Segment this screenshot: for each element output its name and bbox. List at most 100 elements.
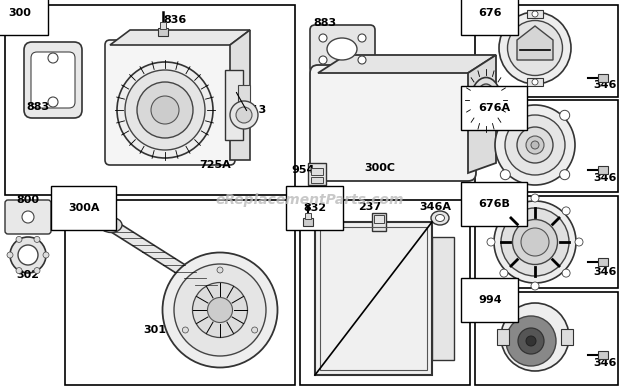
Circle shape: [252, 327, 258, 333]
Ellipse shape: [526, 336, 536, 346]
Circle shape: [560, 110, 570, 120]
Bar: [475, 196, 618, 288]
Ellipse shape: [505, 115, 565, 175]
Ellipse shape: [518, 328, 544, 354]
Circle shape: [18, 245, 38, 265]
Bar: [308, 163, 326, 185]
Circle shape: [7, 252, 13, 258]
Bar: [598, 74, 608, 82]
Text: 302: 302: [17, 270, 40, 280]
Ellipse shape: [208, 298, 232, 323]
Polygon shape: [100, 225, 217, 285]
Bar: [598, 258, 608, 266]
Ellipse shape: [531, 141, 539, 149]
Text: 725A: 725A: [199, 160, 231, 170]
Circle shape: [562, 207, 570, 215]
Polygon shape: [318, 55, 496, 73]
Polygon shape: [468, 55, 496, 173]
Bar: [527, 10, 543, 18]
Circle shape: [532, 79, 538, 85]
Circle shape: [500, 170, 510, 180]
Bar: [320, 227, 427, 370]
Bar: [225, 70, 243, 140]
Bar: [5, 5, 295, 195]
Ellipse shape: [471, 78, 501, 122]
Bar: [300, 200, 470, 385]
Polygon shape: [110, 30, 250, 45]
Circle shape: [34, 268, 40, 274]
Bar: [561, 329, 573, 345]
Text: 883: 883: [314, 18, 337, 28]
Bar: [475, 100, 618, 192]
Circle shape: [16, 268, 22, 274]
Ellipse shape: [501, 303, 569, 371]
Circle shape: [575, 238, 583, 246]
Text: 346: 346: [593, 173, 617, 183]
Bar: [372, 213, 386, 231]
Text: 346A: 346A: [419, 202, 451, 212]
Ellipse shape: [495, 105, 575, 185]
Text: 994: 994: [478, 295, 502, 305]
Text: eReplacementParts.com: eReplacementParts.com: [216, 193, 404, 207]
Circle shape: [521, 228, 549, 256]
Circle shape: [500, 207, 508, 215]
FancyBboxPatch shape: [105, 40, 235, 165]
Text: 346: 346: [593, 80, 617, 90]
Circle shape: [531, 282, 539, 290]
Bar: [158, 28, 168, 36]
Circle shape: [151, 96, 179, 124]
Circle shape: [319, 34, 327, 42]
Circle shape: [500, 269, 508, 277]
Text: 836: 836: [164, 15, 187, 25]
Text: 836A: 836A: [299, 200, 331, 210]
Circle shape: [22, 211, 34, 223]
Circle shape: [43, 252, 49, 258]
Circle shape: [230, 101, 258, 129]
Circle shape: [358, 34, 366, 42]
Ellipse shape: [481, 92, 491, 108]
Bar: [311, 168, 323, 175]
Ellipse shape: [174, 264, 266, 356]
Bar: [598, 166, 608, 174]
Text: 346: 346: [593, 267, 617, 277]
Circle shape: [48, 53, 58, 63]
Circle shape: [10, 237, 46, 273]
Ellipse shape: [508, 21, 562, 76]
Ellipse shape: [476, 84, 496, 116]
Circle shape: [531, 194, 539, 202]
Text: 954: 954: [291, 165, 315, 175]
Bar: [475, 5, 618, 97]
Ellipse shape: [517, 127, 553, 163]
FancyBboxPatch shape: [310, 65, 476, 181]
Circle shape: [319, 56, 327, 64]
FancyBboxPatch shape: [24, 42, 82, 118]
Text: 346: 346: [593, 358, 617, 368]
Bar: [497, 329, 509, 345]
Bar: [527, 78, 543, 86]
Ellipse shape: [513, 220, 557, 264]
Ellipse shape: [192, 282, 247, 337]
Circle shape: [137, 82, 193, 138]
Bar: [315, 222, 432, 375]
Text: 883: 883: [27, 102, 50, 112]
Text: 300A: 300A: [68, 203, 99, 213]
Ellipse shape: [435, 215, 445, 222]
Circle shape: [16, 236, 22, 243]
Text: 613: 613: [244, 105, 267, 115]
Bar: [303, 218, 313, 226]
Circle shape: [34, 236, 40, 243]
Circle shape: [358, 56, 366, 64]
Polygon shape: [517, 26, 553, 60]
Ellipse shape: [100, 218, 122, 232]
Circle shape: [48, 97, 58, 107]
Text: 237: 237: [358, 202, 381, 212]
Bar: [475, 292, 618, 385]
Circle shape: [500, 110, 510, 120]
Ellipse shape: [499, 12, 571, 84]
Circle shape: [487, 238, 495, 246]
FancyBboxPatch shape: [310, 25, 375, 73]
Circle shape: [562, 269, 570, 277]
Bar: [598, 351, 608, 359]
Polygon shape: [230, 30, 250, 160]
Circle shape: [236, 107, 252, 123]
